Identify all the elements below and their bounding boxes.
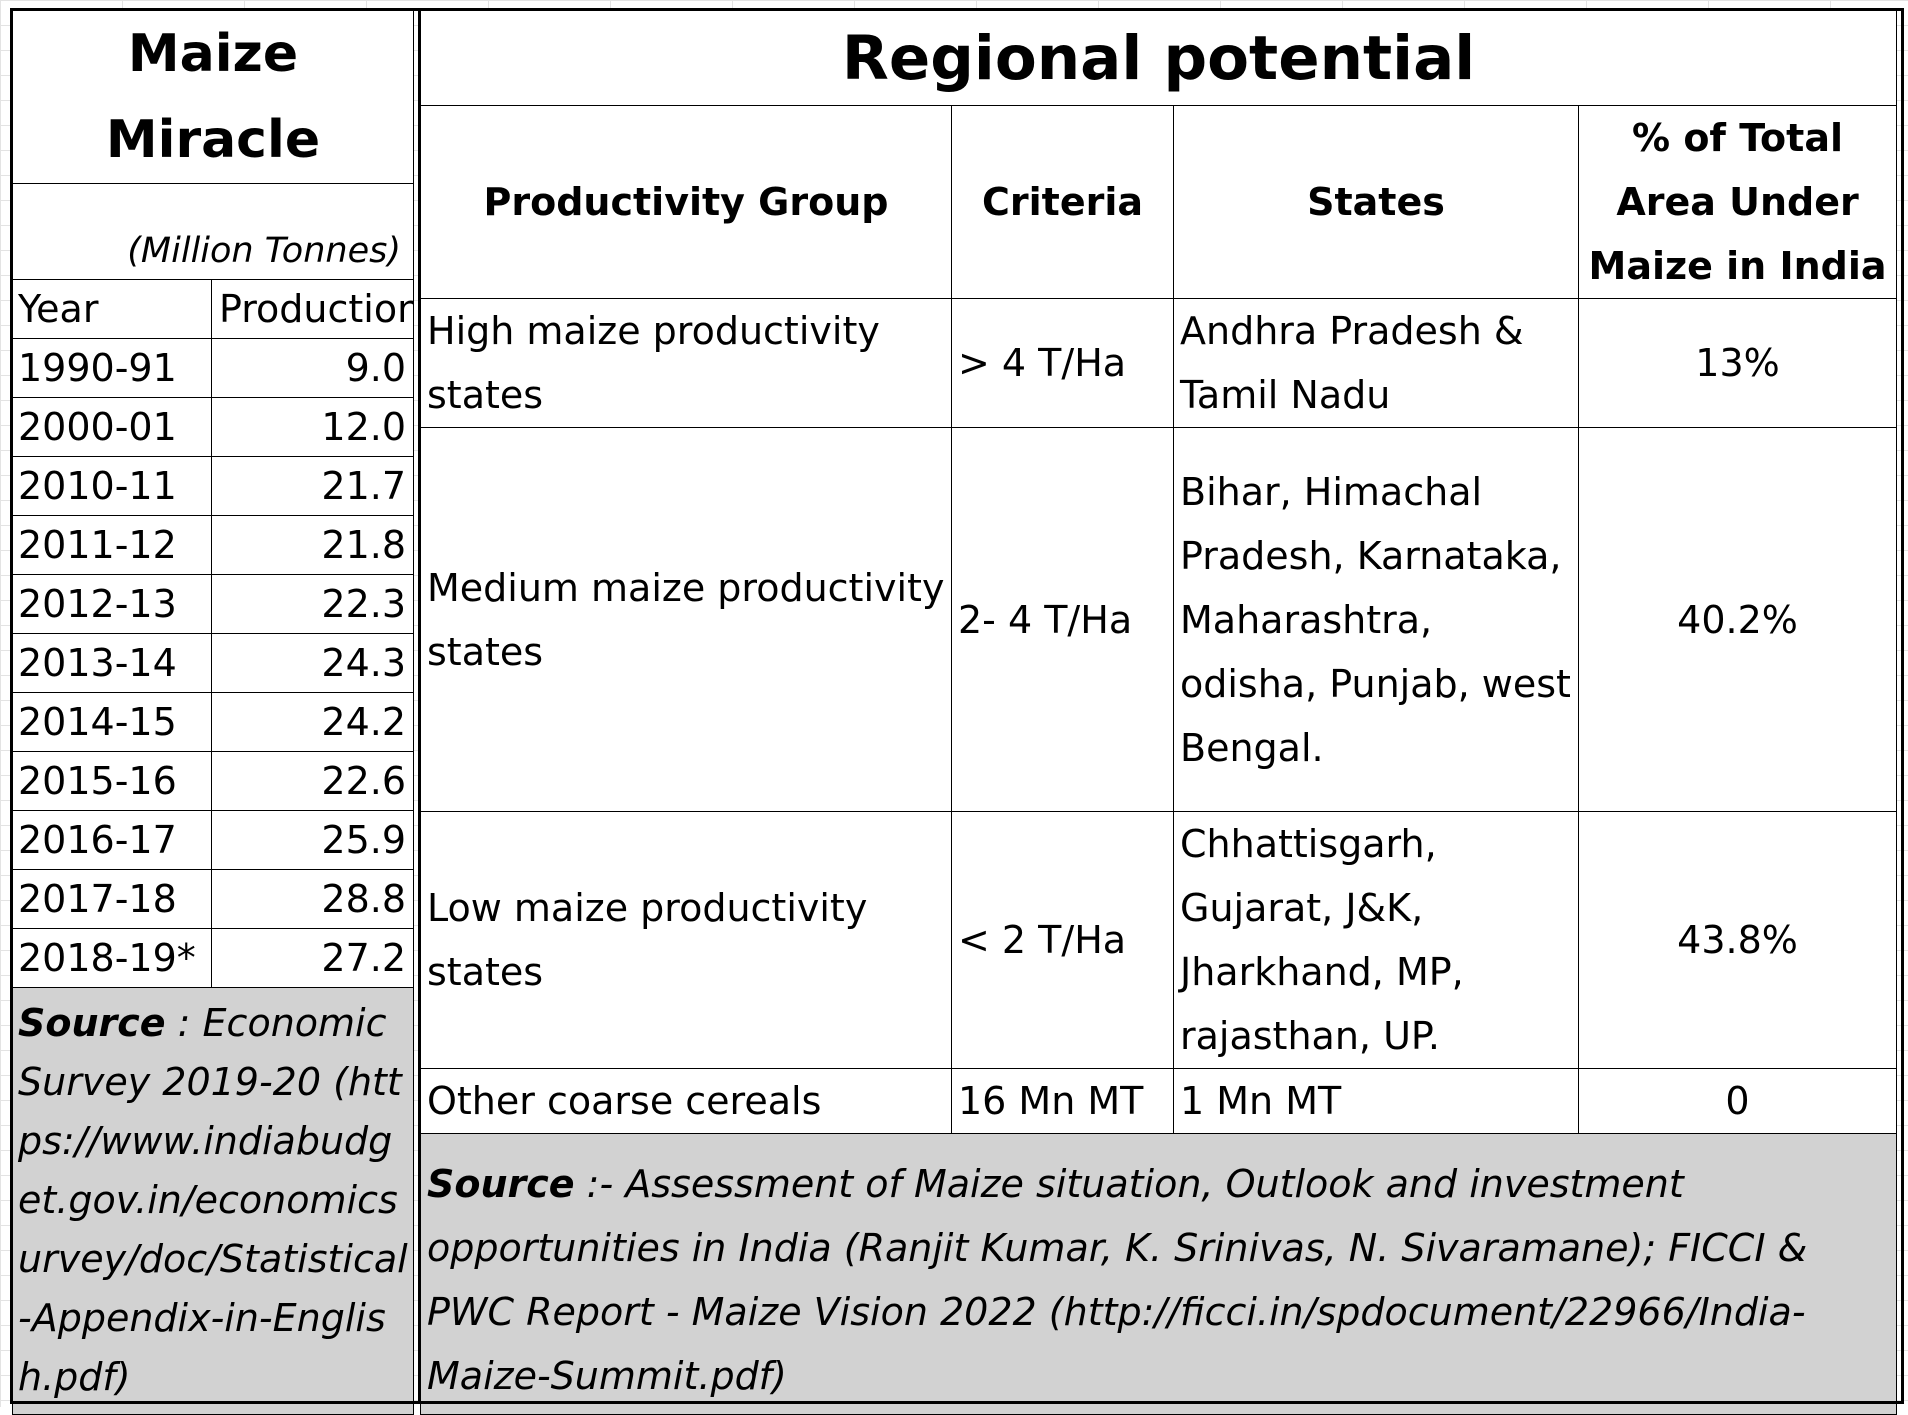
group-cell: Low maize productivity states [420,811,952,1069]
production-cell: 21.8 [211,515,414,575]
table-row: 2012-13 22.3 [12,574,414,634]
right-source-note: Source :- Assessment of Maize situation,… [419,1133,1898,1415]
states-cell: Bihar, Himachal Pradesh, Karnataka, Maha… [1173,427,1579,812]
group-cell: High maize productivity states [420,298,952,428]
production-cell: 22.6 [211,751,414,811]
production-cell: 28.8 [211,869,414,929]
year-cell: 2018-19* [12,928,212,988]
unit-label: (Million Tonnes) [12,183,414,280]
year-cell: 2013-14 [12,633,212,693]
year-cell: 2015-16 [12,751,212,811]
source-label: Source [18,1001,166,1045]
table-row: 2010-11 21.7 [12,456,414,516]
production-cell: 25.9 [211,810,414,870]
source-label: Source [427,1162,575,1206]
criteria-cell: 2- 4 T/Ha [951,427,1174,812]
right-table-title: Regional potential [419,10,1898,106]
table-row: 2000-01 12.0 [12,397,414,457]
col-header-group: Productivity Group [420,105,952,299]
table-row: 1990-91 9.0 [12,338,414,398]
area-cell: 13% [1577,298,1898,428]
year-cell: 2014-15 [12,692,212,752]
table-row: 2016-17 25.9 [12,810,414,870]
source-text: : Economic Survey 2019-20 (https://www.i… [18,1001,408,1399]
year-cell: 1990-91 [12,338,212,398]
group-cell: Medium maize productivity states [420,427,952,812]
year-cell: 2016-17 [12,810,212,870]
maize-production-table: Maize Miracle (Million Tonnes) Year Prod… [12,10,414,1415]
year-cell: 2011-12 [12,515,212,575]
left-source-note: Source : Economic Survey 2019-20 (https:… [12,987,414,1415]
source-text: :- Assessment of Maize situation, Outloo… [427,1162,1808,1398]
header-row: Productivity Group Criteria States % of … [420,105,1898,299]
area-cell: 0 [1577,1068,1898,1134]
col-header-area: % of Total Area Under Maize in India [1577,105,1898,299]
table-row: 2017-18 28.8 [12,869,414,929]
production-cell: 21.7 [211,456,414,516]
table-row: 2011-12 21.8 [12,515,414,575]
states-cell: Chhattisgarh, Gujarat, J&K, Jharkhand, M… [1173,811,1579,1069]
criteria-cell: > 4 T/Ha [951,298,1174,428]
states-cell: Andhra Pradesh & Tamil Nadu [1173,298,1579,428]
production-cell: 24.3 [211,633,414,693]
area-cell: 40.2% [1577,427,1898,812]
table-row: 2014-15 24.2 [12,692,414,752]
table-row: 2018-19* 27.2 [12,928,414,988]
states-cell: 1 Mn MT [1173,1068,1579,1134]
production-cell: 24.2 [211,692,414,752]
production-cell: 12.0 [211,397,414,457]
production-cell: 9.0 [211,338,414,398]
col-header-year: Year [12,279,212,339]
table-row: 2015-16 22.6 [12,751,414,811]
production-cell: 27.2 [211,928,414,988]
table-row: Medium maize productivity states 2- 4 T/… [420,427,1898,812]
group-cell: Other coarse cereals [420,1068,952,1134]
col-header-states: States [1173,105,1579,299]
year-cell: 2012-13 [12,574,212,634]
year-cell: 2017-18 [12,869,212,929]
area-cell: 43.8% [1577,811,1898,1069]
year-cell: 2000-01 [12,397,212,457]
regional-potential-table: Regional potential Productivity Group Cr… [419,10,1898,1415]
col-header-production: Production [211,279,414,339]
table-row: Other coarse cereals 16 Mn MT 1 Mn MT 0 [420,1068,1898,1134]
table-row: High maize productivity states > 4 T/Ha … [420,298,1898,428]
criteria-cell: 16 Mn MT [951,1068,1174,1134]
left-table-title: Maize Miracle [12,10,414,184]
production-cell: 22.3 [211,574,414,634]
table-row: Low maize productivity states < 2 T/Ha C… [420,811,1898,1069]
year-cell: 2010-11 [12,456,212,516]
criteria-cell: < 2 T/Ha [951,811,1174,1069]
table-row: 2013-14 24.3 [12,633,414,693]
col-header-criteria: Criteria [951,105,1174,299]
